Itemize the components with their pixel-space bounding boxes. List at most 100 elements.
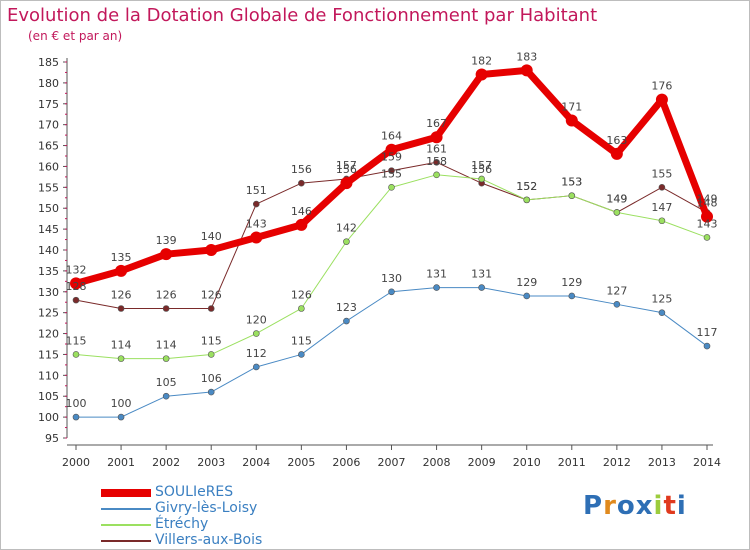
series-line-1 (75, 287, 708, 418)
x-tick-label: 2003 (197, 456, 225, 469)
y-tick-label: 130 (38, 286, 59, 299)
data-label: 171 (561, 100, 582, 113)
data-point (701, 210, 713, 223)
data-point (117, 305, 125, 312)
data-label: 156 (471, 163, 492, 176)
x-tick-label: 2000 (62, 456, 90, 469)
data-point (568, 192, 576, 199)
data-point (72, 296, 80, 304)
data-point (115, 264, 128, 277)
data-point (340, 177, 353, 190)
data-label: 100 (111, 397, 132, 410)
data-point (298, 305, 305, 312)
data-point (388, 167, 395, 174)
y-tick-label: 150 (38, 202, 59, 215)
logo-letter: t (663, 491, 677, 521)
chart-subtitle: (en € et par an) (28, 29, 123, 43)
data-label: 158 (426, 155, 447, 168)
legend-label: SOULIeRES (155, 484, 234, 500)
legend-swatch (101, 540, 151, 542)
data-label: 128 (66, 280, 87, 293)
data-label: 129 (516, 276, 537, 289)
data-label: 114 (111, 339, 132, 352)
logo-letter: P (583, 491, 604, 521)
chart-title: Evolution de la Dotation Globale de Fonc… (7, 5, 598, 26)
data-point (523, 196, 531, 204)
proxiti-logo: Proxiti (583, 491, 687, 521)
legend-item: Givry-lès-Loisy (101, 500, 401, 517)
legend-item: Villers-aux-Bois (101, 532, 401, 549)
data-point (520, 64, 533, 77)
y-tick-label: 155 (38, 181, 59, 194)
data-label: 161 (426, 142, 447, 155)
data-label: 149 (606, 192, 627, 205)
data-label: 155 (381, 167, 402, 180)
x-tick-label: 2007 (378, 456, 406, 469)
logo-letter: x (635, 491, 654, 521)
data-point (72, 351, 80, 358)
data-label: 130 (381, 272, 402, 285)
data-point (613, 301, 621, 308)
legend-swatch (101, 508, 151, 510)
data-point (250, 231, 263, 244)
data-label: 106 (201, 372, 222, 385)
data-label: 142 (336, 222, 357, 235)
data-label: 126 (201, 288, 222, 301)
data-point (162, 355, 170, 362)
legend-swatch (101, 489, 151, 497)
data-label: 131 (426, 268, 447, 281)
legend-swatch (101, 524, 151, 526)
y-tick-label: 105 (38, 390, 59, 403)
x-tick-label: 2006 (332, 456, 360, 469)
data-label: 126 (111, 288, 132, 301)
x-tick-label: 2002 (152, 456, 180, 469)
y-tick-label: 175 (38, 98, 59, 111)
data-point (117, 355, 125, 362)
data-label: 146 (291, 205, 312, 218)
legend-item: Étréchy (101, 516, 401, 533)
legend-label: Villers-aux-Bois (155, 532, 263, 548)
data-point (295, 218, 308, 231)
x-tick-label: 2010 (513, 456, 541, 469)
data-point (162, 305, 170, 312)
data-label: 115 (201, 334, 222, 347)
data-label: 156 (336, 163, 357, 176)
y-tick-label: 100 (38, 411, 59, 424)
data-point (252, 200, 260, 208)
data-point (433, 284, 440, 291)
data-label: 117 (697, 326, 718, 339)
data-label: 156 (291, 163, 312, 176)
data-label: 149 (697, 192, 718, 205)
data-label: 139 (156, 234, 177, 247)
x-tick-label: 2012 (603, 456, 631, 469)
x-tick-label: 2005 (287, 456, 315, 469)
data-label: 183 (516, 50, 537, 63)
data-label: 135 (111, 251, 132, 264)
data-point (433, 158, 440, 166)
y-tick-label: 170 (38, 119, 59, 132)
data-point (72, 413, 80, 421)
data-label: 164 (381, 130, 402, 143)
chart-legend: SOULIeRES Givry-lès-Loisy Étréchy Villers-a… (101, 484, 401, 549)
y-tick-label: 110 (38, 369, 59, 382)
data-label: 131 (471, 268, 492, 281)
logo-letter: i (653, 491, 664, 521)
data-label: 153 (561, 176, 582, 189)
data-label: 149 (606, 192, 627, 205)
x-tick-label: 2014 (693, 456, 721, 469)
data-point (523, 292, 531, 300)
data-point (205, 244, 218, 256)
data-point (388, 288, 395, 296)
data-point (160, 248, 173, 261)
data-point (658, 309, 666, 316)
data-point (658, 217, 666, 225)
data-point (207, 305, 215, 312)
data-label: 115 (291, 334, 312, 347)
data-label: 152 (516, 180, 537, 193)
data-point (478, 284, 485, 291)
y-tick-label: 145 (38, 223, 59, 236)
data-label: 120 (246, 314, 267, 327)
data-point (613, 209, 621, 216)
data-point (658, 184, 666, 191)
